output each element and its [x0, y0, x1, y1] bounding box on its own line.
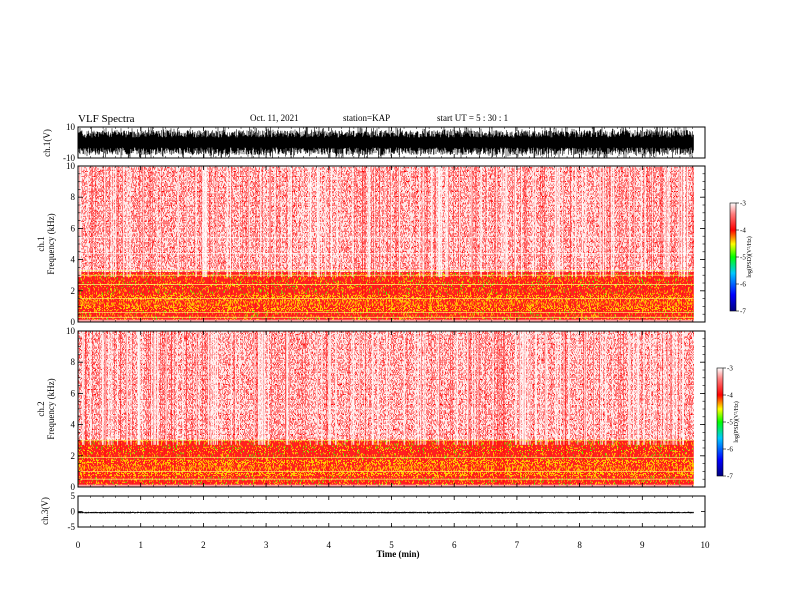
ytick-label: 6: [71, 223, 76, 233]
ch1-waveform-trace: [78, 127, 694, 158]
xtick-label: 3: [264, 540, 269, 550]
ytick-label: 8: [71, 192, 76, 202]
ytick-label: 0: [71, 317, 76, 327]
station-label: station=KAP: [343, 113, 391, 123]
ytick-label: 10: [66, 326, 76, 336]
xtick-label: 9: [640, 540, 645, 550]
ch1-spectrogram-panel: 0 2 4 6 8 10 ch.1 Frequency (kHz): [36, 161, 706, 327]
waveform-path: [78, 127, 694, 158]
spectrogram-weak-speckle: [78, 167, 694, 274]
ch2-spectrogram-image: [78, 331, 694, 487]
ytick-label: 10: [66, 161, 76, 171]
spectrogram-yellow-speckle: [78, 273, 694, 320]
ch2-colorbar-ticks: -3 -4 -5 -6 -7: [723, 365, 733, 481]
ch1-frequency-label: Frequency (kHz): [46, 213, 56, 274]
plot-title: VLF Spectra: [78, 113, 135, 125]
ytick-label: 10: [66, 122, 76, 132]
ytick-label: -5: [68, 522, 76, 532]
ch1-colorbar-label: log(PSD)(V²/Hz): [746, 236, 753, 277]
ch3-waveform-frame: [77, 495, 706, 528]
spectrogram-yellow-speckle: [78, 440, 694, 485]
xtick-label: 5: [389, 540, 394, 550]
spectrogram-speckle-strong: [78, 167, 694, 274]
ch3-waveform-yticks: 5 0 -5: [68, 491, 705, 532]
ch2-colorbar-gradient: [716, 367, 724, 477]
ch3-waveform-trace: [78, 511, 694, 514]
ch1-channel-label: ch.1: [36, 236, 46, 251]
date-label: Oct. 11, 2021: [250, 113, 299, 123]
colorbar-tick-label: -5: [727, 419, 733, 427]
ytick-label: 5: [71, 491, 76, 501]
time-axis: 0 1 2 3 4 5 6 7 8 9 10: [76, 127, 710, 550]
waveform-path: [78, 511, 694, 514]
xtick-label: 10: [701, 540, 711, 550]
xtick-label: 0: [76, 540, 81, 550]
colorbar-tick-label: -3: [740, 200, 746, 208]
ch1-colorbar: -3 -4 -5 -6 -7 log(PSD)(V²/Hz): [729, 200, 753, 316]
xtick-label: 4: [327, 540, 332, 550]
spectrogram-bottom-strip: [78, 319, 694, 322]
colorbar-tick-label: -7: [727, 473, 733, 481]
ch1-waveform-ylabel: ch.1(V): [42, 129, 52, 157]
xtick-label: 2: [201, 540, 206, 550]
ch2-colorbar-label: log(PSD)(V²/Hz): [733, 401, 740, 442]
ytick-label: 8: [71, 357, 76, 367]
colorbar-tick-label: -5: [740, 254, 746, 262]
ch1-colorbar-ticks: -3 -4 -5 -6 -7: [736, 200, 746, 316]
colorbar-tick-label: -4: [727, 392, 733, 400]
ytick-label: 0: [71, 482, 76, 492]
ch1-waveform-yticks: 10 -10: [63, 122, 705, 163]
colorbar-tick-label: -6: [727, 446, 733, 454]
colorbar-tick-label: -3: [727, 365, 733, 373]
ch1-waveform-panel: 10 -10 ch.1(V): [42, 122, 706, 163]
ytick-label: 2: [71, 286, 76, 296]
ch3-waveform-panel: 5 0 -5 ch.3(V): [40, 491, 706, 532]
ch2-frequency-label: Frequency (kHz): [46, 378, 56, 439]
ch1-colorbar-gradient: [729, 202, 737, 312]
xtick-label: 7: [515, 540, 520, 550]
ch2-colorbar: -3 -4 -5 -6 -7 log(PSD)(V²/Hz): [716, 365, 740, 481]
ytick-label: 2: [71, 451, 76, 461]
colorbar-tick-label: -6: [740, 281, 746, 289]
xtick-label: 6: [452, 540, 457, 550]
xtick-label: 1: [138, 540, 143, 550]
ytick-label: 6: [71, 388, 76, 398]
ch1-spectrogram-image: [78, 166, 694, 322]
start-ut-label: start UT = 5 : 30 : 1: [437, 113, 509, 123]
ytick-label: 4: [71, 420, 76, 430]
colorbar-tick-label: -7: [740, 308, 746, 316]
colorbar-tick-label: -4: [740, 227, 746, 235]
time-axis-label: Time (min): [376, 549, 419, 559]
ch2-spectrogram-panel: 0 2 4 6 8 10 ch.2 Frequency (kHz): [36, 326, 706, 492]
ytick-label: 4: [71, 255, 76, 265]
ch1-spectrogram-yticks: 0 2 4 6 8 10: [66, 161, 705, 327]
spectrogram-bottom-strip: [78, 484, 694, 487]
ytick-label: 0: [71, 507, 76, 517]
ch2-spectrogram-yticks: 0 2 4 6 8 10: [66, 326, 705, 492]
xtick-label: 8: [577, 540, 582, 550]
ch2-channel-label: ch.2: [36, 401, 46, 416]
ch3-waveform-ylabel: ch.3(V): [40, 497, 50, 525]
ytick-label: -10: [63, 153, 75, 163]
